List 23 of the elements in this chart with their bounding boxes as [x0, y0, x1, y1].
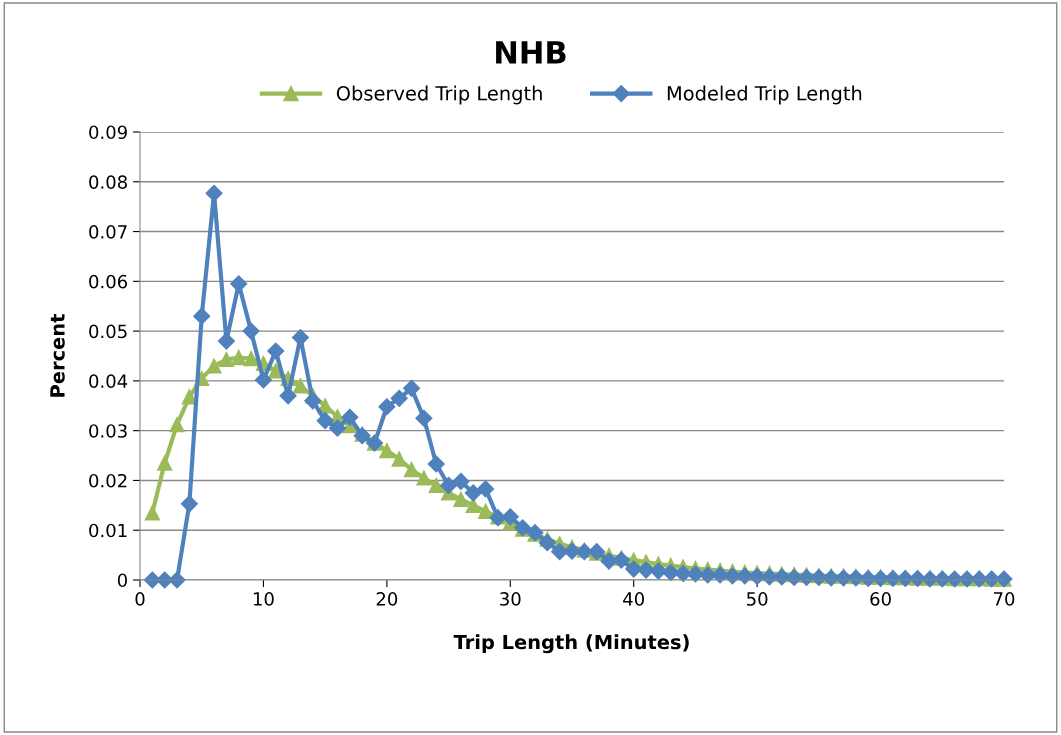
y-tick-label: 0.06 — [89, 274, 128, 289]
x-tick-label: 40 — [623, 592, 644, 606]
x-tick-label: 50 — [747, 592, 768, 606]
y-tick-label: 0.05 — [89, 324, 127, 339]
x-tick-label: 10 — [253, 592, 274, 606]
y-tick-label: 0.09 — [89, 125, 127, 140]
legend-label: Observed Trip Length — [336, 85, 542, 105]
x-tick-label: 70 — [993, 592, 1015, 606]
x-tick-label: 20 — [376, 592, 398, 606]
y-tick-label: 0.04 — [89, 374, 128, 389]
y-tick-label: 0 — [117, 573, 127, 588]
x-tick-label: 0 — [135, 592, 145, 606]
y-tick-label: 0.08 — [89, 175, 127, 189]
x-tick-label: 30 — [500, 592, 521, 606]
x-axis-title: Trip Length (Minutes) — [453, 634, 689, 654]
chart-title: NHB — [496, 41, 566, 64]
y-tick-label: 0.02 — [89, 473, 127, 488]
legend-label: Modeled Trip Length — [667, 85, 862, 105]
y-tick-label: 0.07 — [89, 225, 127, 239]
y-tick-label: 0.01 — [89, 523, 127, 538]
x-tick-label: 60 — [870, 592, 891, 606]
y-tick-label: 0.03 — [89, 424, 127, 438]
y-axis-title: Percent — [50, 314, 65, 397]
